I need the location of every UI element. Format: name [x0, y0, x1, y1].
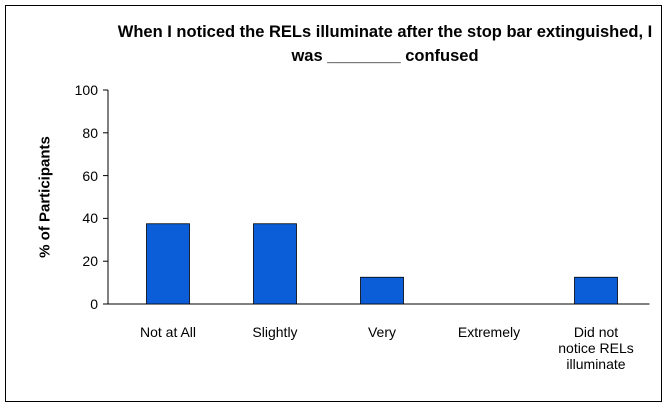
y-tick-label: 60 [82, 167, 98, 184]
bar [253, 223, 297, 305]
x-tick-label: Not at All [139, 324, 197, 340]
chart-border [5, 5, 662, 402]
y-tick-label: 100 [74, 82, 98, 98]
x-tick-label: Very [367, 324, 396, 340]
y-tick-label: 40 [82, 210, 98, 227]
y-tick-label: 20 [82, 253, 98, 270]
bar [360, 276, 404, 305]
bar [574, 276, 618, 305]
x-tick-label: Extremely [457, 324, 521, 340]
chart-title: When I noticed the RELs illuminate after… [117, 23, 653, 65]
x-tick-label: Did not notice RELs illuminate [558, 324, 634, 372]
x-tick-label: Slightly [252, 324, 298, 340]
bar [146, 223, 190, 305]
y-axis-label: % of Participants [36, 136, 54, 258]
y-tick-label: 0 [90, 296, 98, 312]
y-tick-label: 80 [82, 124, 98, 141]
